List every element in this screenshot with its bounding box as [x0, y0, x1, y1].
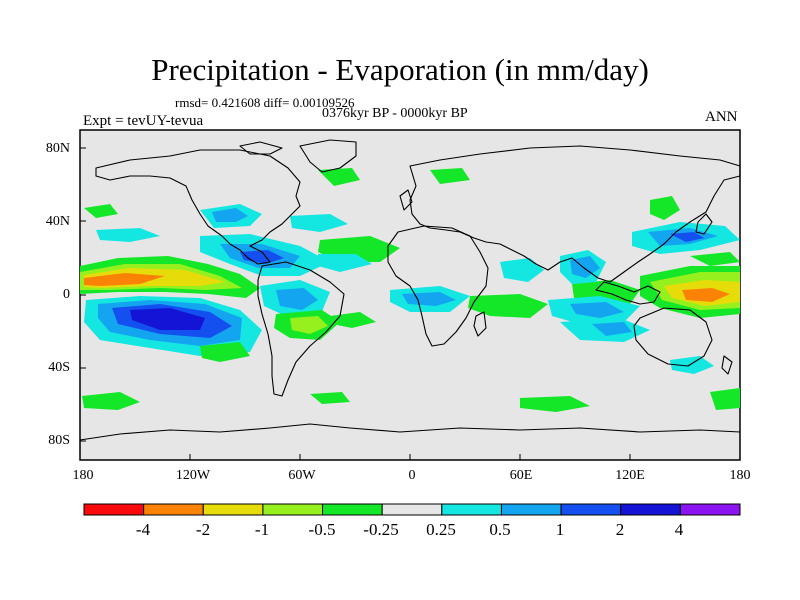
contour-east-pacific-itcz-orange	[84, 273, 165, 286]
colorbar-label-7: 0.5	[489, 520, 511, 539]
contour-southern-ocean-west	[82, 392, 140, 410]
colorbar-label-2: -2	[195, 520, 211, 539]
colorbar-swatch	[679, 503, 741, 516]
colorbar	[83, 503, 741, 516]
contour-west-indian-ocean-green	[468, 294, 548, 318]
coast-british-isles	[399, 189, 413, 211]
coast-eurasia	[409, 145, 741, 283]
colorbar-swatch	[322, 503, 383, 516]
period-label: 0376kyr BP - 0000kyr BP	[322, 106, 468, 121]
coast-south-america	[257, 261, 345, 397]
coastlines	[79, 139, 741, 441]
lon-label-180e: 180	[729, 468, 751, 483]
coast-antarctica	[79, 423, 741, 441]
experiment-label: Expt = tevUY-tevua	[83, 113, 204, 129]
coast-north-america	[95, 149, 301, 265]
colorbar-swatch	[441, 503, 502, 516]
colorbar-label-6: 0.25	[426, 520, 456, 539]
contour-west-pacific-north-green	[690, 252, 740, 266]
lon-label-0: 0	[408, 468, 416, 483]
lat-label-80s: 80S	[48, 433, 70, 448]
map-title: Precipitation - Evaporation (in mm/day)	[151, 52, 649, 87]
lon-label-120w: 120W	[175, 468, 211, 483]
colorbar-swatch	[262, 503, 324, 516]
contour-bay-of-bengal-blue	[570, 256, 600, 278]
colorbar-label-5: -0.25	[363, 520, 399, 539]
contour-gulf-stream-cyan	[290, 214, 348, 232]
contour-alaska-green	[84, 204, 118, 218]
coast-madagascar	[473, 311, 487, 337]
lat-label-40n: 40N	[45, 214, 70, 229]
colorbar-swatch	[143, 503, 204, 516]
lon-label-120e: 120E	[615, 468, 645, 483]
contour-west-pacific-orange	[682, 288, 730, 302]
stats-line: rmsd= 0.421608 diff= 0.00109526	[175, 95, 355, 110]
contour-sao-paulo-green	[200, 342, 250, 362]
contour-us-east-blue	[212, 208, 248, 222]
contour-southern-ocean-pacific	[310, 392, 350, 404]
coast-arctic-islands	[239, 141, 283, 155]
season-label: ANN	[705, 109, 738, 125]
contour-australia-east-cyan	[670, 356, 714, 374]
colorbar-label-10: 4	[674, 520, 684, 539]
contour-caribbean-core	[240, 250, 284, 264]
contour-north-pacific-cyan	[96, 228, 160, 242]
colorbar-label-1: -4	[135, 520, 151, 539]
coast-japan	[695, 213, 713, 235]
coast-new-zealand	[721, 355, 733, 375]
colorbar-label-4: -0.5	[308, 520, 336, 539]
colorbar-label-9: 2	[615, 520, 625, 539]
contour-greenland-green	[318, 168, 360, 186]
coast-africa	[387, 225, 489, 347]
contour-south-pacific-navy	[130, 308, 205, 330]
contour-kuroshio-core	[670, 232, 704, 242]
lat-label-40s: 40S	[48, 360, 70, 375]
lat-label-0: 0	[63, 287, 70, 302]
colorbar-swatch	[83, 503, 145, 516]
contour-scandinavia-green	[430, 168, 470, 184]
coast-greenland	[299, 139, 357, 173]
lat-label-80n: 80N	[45, 141, 70, 156]
lon-label-60w: 60W	[288, 468, 316, 483]
contour-amazon-blue	[276, 288, 318, 310]
contour-south-america-yellow	[290, 316, 328, 334]
contour-arabian-sea-cyan	[500, 258, 544, 282]
contour-southern-ocean-indian	[520, 396, 590, 412]
colorbar-swatch	[202, 503, 264, 516]
lon-label-180w: 180	[72, 468, 94, 483]
map-ticks	[80, 147, 631, 460]
contour-southern-ocean-east	[710, 388, 740, 410]
coast-australia	[633, 307, 713, 367]
colorbar-label-3: -1	[254, 520, 270, 539]
colorbar-swatch	[620, 503, 681, 516]
colorbar-label-8: 1	[555, 520, 565, 539]
pme-contours	[80, 168, 740, 412]
contour-south-indian-ocean-blue	[592, 322, 632, 336]
contour-south-atlantic-green	[330, 312, 376, 328]
contour-north-atlantic-cyan	[318, 254, 372, 272]
colorbar-swatch	[500, 503, 562, 516]
contour-indian-ocean-blue	[570, 302, 624, 318]
colorbar-swatch	[560, 503, 622, 516]
colorbar-swatch	[381, 503, 443, 516]
contour-east-asia-green	[650, 196, 680, 220]
coast-indonesia	[595, 281, 661, 305]
lon-label-60e: 60E	[509, 468, 533, 483]
